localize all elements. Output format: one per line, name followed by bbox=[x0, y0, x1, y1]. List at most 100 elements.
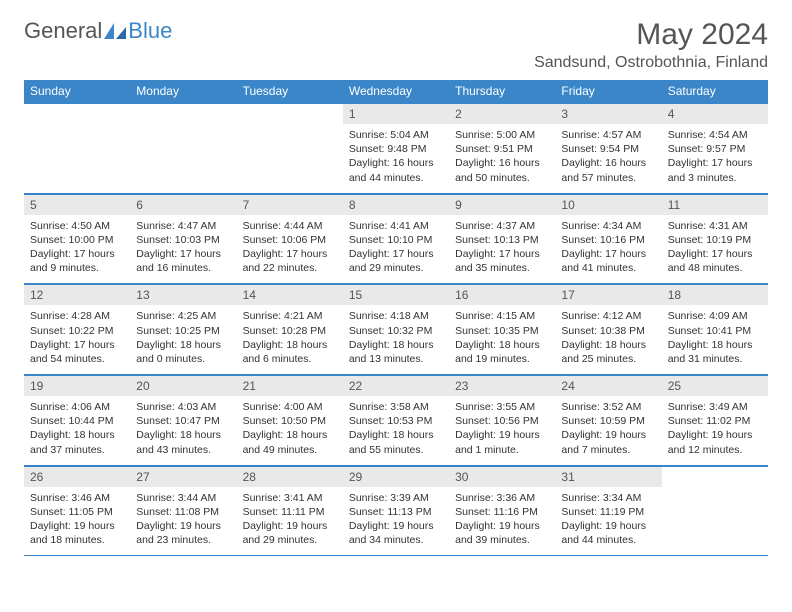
day-info: Sunrise: 4:15 AMSunset: 10:35 PMDaylight… bbox=[449, 305, 555, 374]
day-number: 27 bbox=[130, 467, 236, 487]
calendar-day: 31Sunrise: 3:34 AMSunset: 11:19 PMDaylig… bbox=[555, 466, 661, 556]
dow-header: Monday bbox=[130, 80, 236, 103]
calendar-day: 24Sunrise: 3:52 AMSunset: 10:59 PMDaylig… bbox=[555, 375, 661, 466]
day-info: Sunrise: 4:12 AMSunset: 10:38 PMDaylight… bbox=[555, 305, 661, 374]
calendar-day: 25Sunrise: 3:49 AMSunset: 11:02 PMDaylig… bbox=[662, 375, 768, 466]
day-info: Sunrise: 3:34 AMSunset: 11:19 PMDaylight… bbox=[555, 487, 661, 556]
day-info: Sunrise: 3:49 AMSunset: 11:02 PMDaylight… bbox=[662, 396, 768, 465]
day-info: Sunrise: 4:47 AMSunset: 10:03 PMDaylight… bbox=[130, 215, 236, 284]
day-info: Sunrise: 5:00 AMSunset: 9:51 PMDaylight:… bbox=[449, 124, 555, 193]
day-number: 16 bbox=[449, 285, 555, 305]
calendar-day: 4Sunrise: 4:54 AMSunset: 9:57 PMDaylight… bbox=[662, 103, 768, 194]
calendar-week-row: 19Sunrise: 4:06 AMSunset: 10:44 PMDaylig… bbox=[24, 375, 768, 466]
calendar-day: 8Sunrise: 4:41 AMSunset: 10:10 PMDayligh… bbox=[343, 194, 449, 285]
calendar-day: 9Sunrise: 4:37 AMSunset: 10:13 PMDayligh… bbox=[449, 194, 555, 285]
day-number: 28 bbox=[237, 467, 343, 487]
day-number: 26 bbox=[24, 467, 130, 487]
title-block: May 2024 Sandsund, Ostrobothnia, Finland bbox=[534, 18, 768, 72]
month-title: May 2024 bbox=[534, 18, 768, 52]
day-info: Sunrise: 4:18 AMSunset: 10:32 PMDaylight… bbox=[343, 305, 449, 374]
calendar-day: 5Sunrise: 4:50 AMSunset: 10:00 PMDayligh… bbox=[24, 194, 130, 285]
day-info: Sunrise: 4:28 AMSunset: 10:22 PMDaylight… bbox=[24, 305, 130, 374]
calendar-day: 29Sunrise: 3:39 AMSunset: 11:13 PMDaylig… bbox=[343, 466, 449, 556]
calendar-day: 14Sunrise: 4:21 AMSunset: 10:28 PMDaylig… bbox=[237, 284, 343, 375]
calendar-day: 30Sunrise: 3:36 AMSunset: 11:16 PMDaylig… bbox=[449, 466, 555, 556]
calendar-day-blank bbox=[237, 103, 343, 194]
day-info: Sunrise: 3:41 AMSunset: 11:11 PMDaylight… bbox=[237, 487, 343, 556]
day-info: Sunrise: 3:39 AMSunset: 11:13 PMDaylight… bbox=[343, 487, 449, 556]
calendar-day: 6Sunrise: 4:47 AMSunset: 10:03 PMDayligh… bbox=[130, 194, 236, 285]
calendar-day: 28Sunrise: 3:41 AMSunset: 11:11 PMDaylig… bbox=[237, 466, 343, 556]
day-number: 24 bbox=[555, 376, 661, 396]
day-info: Sunrise: 4:54 AMSunset: 9:57 PMDaylight:… bbox=[662, 124, 768, 193]
day-info: Sunrise: 3:44 AMSunset: 11:08 PMDaylight… bbox=[130, 487, 236, 556]
dow-header: Tuesday bbox=[237, 80, 343, 103]
day-info: Sunrise: 4:00 AMSunset: 10:50 PMDaylight… bbox=[237, 396, 343, 465]
calendar-day: 17Sunrise: 4:12 AMSunset: 10:38 PMDaylig… bbox=[555, 284, 661, 375]
dow-header: Wednesday bbox=[343, 80, 449, 103]
day-info: Sunrise: 3:55 AMSunset: 10:56 PMDaylight… bbox=[449, 396, 555, 465]
day-number: 5 bbox=[24, 195, 130, 215]
day-number: 2 bbox=[449, 104, 555, 124]
day-number: 20 bbox=[130, 376, 236, 396]
location-subtitle: Sandsund, Ostrobothnia, Finland bbox=[534, 54, 768, 72]
day-number: 4 bbox=[662, 104, 768, 124]
day-info: Sunrise: 4:09 AMSunset: 10:41 PMDaylight… bbox=[662, 305, 768, 374]
day-number: 7 bbox=[237, 195, 343, 215]
calendar-day: 19Sunrise: 4:06 AMSunset: 10:44 PMDaylig… bbox=[24, 375, 130, 466]
day-info: Sunrise: 4:44 AMSunset: 10:06 PMDaylight… bbox=[237, 215, 343, 284]
day-info: Sunrise: 4:31 AMSunset: 10:19 PMDaylight… bbox=[662, 215, 768, 284]
brand-part1: General bbox=[24, 18, 102, 44]
day-info: Sunrise: 4:41 AMSunset: 10:10 PMDaylight… bbox=[343, 215, 449, 284]
day-info: Sunrise: 4:25 AMSunset: 10:25 PMDaylight… bbox=[130, 305, 236, 374]
day-info: Sunrise: 4:06 AMSunset: 10:44 PMDaylight… bbox=[24, 396, 130, 465]
brand-logo: General Blue bbox=[24, 18, 172, 44]
day-number: 12 bbox=[24, 285, 130, 305]
day-number: 10 bbox=[555, 195, 661, 215]
calendar-day-blank bbox=[662, 466, 768, 556]
day-number: 11 bbox=[662, 195, 768, 215]
calendar-week-row: 1Sunrise: 5:04 AMSunset: 9:48 PMDaylight… bbox=[24, 103, 768, 194]
calendar-day: 11Sunrise: 4:31 AMSunset: 10:19 PMDaylig… bbox=[662, 194, 768, 285]
day-info: Sunrise: 3:52 AMSunset: 10:59 PMDaylight… bbox=[555, 396, 661, 465]
day-number: 18 bbox=[662, 285, 768, 305]
calendar-day: 27Sunrise: 3:44 AMSunset: 11:08 PMDaylig… bbox=[130, 466, 236, 556]
day-number: 9 bbox=[449, 195, 555, 215]
day-number: 17 bbox=[555, 285, 661, 305]
calendar-day-blank bbox=[130, 103, 236, 194]
day-info: Sunrise: 4:50 AMSunset: 10:00 PMDaylight… bbox=[24, 215, 130, 284]
day-info: Sunrise: 3:58 AMSunset: 10:53 PMDaylight… bbox=[343, 396, 449, 465]
calendar-day: 7Sunrise: 4:44 AMSunset: 10:06 PMDayligh… bbox=[237, 194, 343, 285]
dow-header: Sunday bbox=[24, 80, 130, 103]
calendar-week-row: 5Sunrise: 4:50 AMSunset: 10:00 PMDayligh… bbox=[24, 194, 768, 285]
calendar-week-row: 26Sunrise: 3:46 AMSunset: 11:05 PMDaylig… bbox=[24, 466, 768, 556]
calendar-day: 13Sunrise: 4:25 AMSunset: 10:25 PMDaylig… bbox=[130, 284, 236, 375]
day-info: Sunrise: 4:34 AMSunset: 10:16 PMDaylight… bbox=[555, 215, 661, 284]
calendar-day-blank bbox=[24, 103, 130, 194]
day-info: Sunrise: 3:46 AMSunset: 11:05 PMDaylight… bbox=[24, 487, 130, 556]
brand-part2: Blue bbox=[128, 18, 172, 44]
dow-header: Friday bbox=[555, 80, 661, 103]
day-info: Sunrise: 3:36 AMSunset: 11:16 PMDaylight… bbox=[449, 487, 555, 556]
day-number: 25 bbox=[662, 376, 768, 396]
day-number: 3 bbox=[555, 104, 661, 124]
day-number: 8 bbox=[343, 195, 449, 215]
calendar-day: 23Sunrise: 3:55 AMSunset: 10:56 PMDaylig… bbox=[449, 375, 555, 466]
calendar-week-row: 12Sunrise: 4:28 AMSunset: 10:22 PMDaylig… bbox=[24, 284, 768, 375]
calendar-day: 12Sunrise: 4:28 AMSunset: 10:22 PMDaylig… bbox=[24, 284, 130, 375]
calendar-day: 3Sunrise: 4:57 AMSunset: 9:54 PMDaylight… bbox=[555, 103, 661, 194]
day-info: Sunrise: 4:57 AMSunset: 9:54 PMDaylight:… bbox=[555, 124, 661, 193]
calendar-day: 2Sunrise: 5:00 AMSunset: 9:51 PMDaylight… bbox=[449, 103, 555, 194]
calendar-day: 1Sunrise: 5:04 AMSunset: 9:48 PMDaylight… bbox=[343, 103, 449, 194]
calendar-day: 20Sunrise: 4:03 AMSunset: 10:47 PMDaylig… bbox=[130, 375, 236, 466]
day-info: Sunrise: 4:03 AMSunset: 10:47 PMDaylight… bbox=[130, 396, 236, 465]
day-info: Sunrise: 4:21 AMSunset: 10:28 PMDaylight… bbox=[237, 305, 343, 374]
day-number: 6 bbox=[130, 195, 236, 215]
day-number: 30 bbox=[449, 467, 555, 487]
day-number: 29 bbox=[343, 467, 449, 487]
brand-sail-icon bbox=[104, 23, 126, 39]
calendar-day: 10Sunrise: 4:34 AMSunset: 10:16 PMDaylig… bbox=[555, 194, 661, 285]
calendar-table: SundayMondayTuesdayWednesdayThursdayFrid… bbox=[24, 80, 768, 556]
day-number: 1 bbox=[343, 104, 449, 124]
calendar-day: 15Sunrise: 4:18 AMSunset: 10:32 PMDaylig… bbox=[343, 284, 449, 375]
